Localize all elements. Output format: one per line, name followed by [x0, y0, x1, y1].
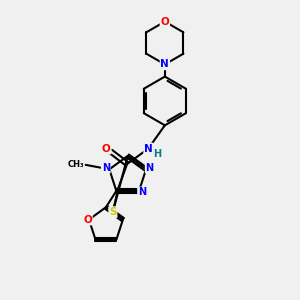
- Text: N: N: [144, 143, 153, 154]
- Text: N: N: [138, 188, 146, 197]
- Text: CH₃: CH₃: [68, 160, 84, 169]
- Text: O: O: [83, 214, 92, 225]
- Text: S: S: [109, 207, 117, 217]
- Text: O: O: [102, 143, 111, 154]
- Text: O: O: [160, 16, 169, 27]
- Text: N: N: [160, 59, 169, 69]
- Text: H: H: [153, 149, 161, 159]
- Text: N: N: [146, 163, 154, 173]
- Text: N: N: [102, 163, 110, 173]
